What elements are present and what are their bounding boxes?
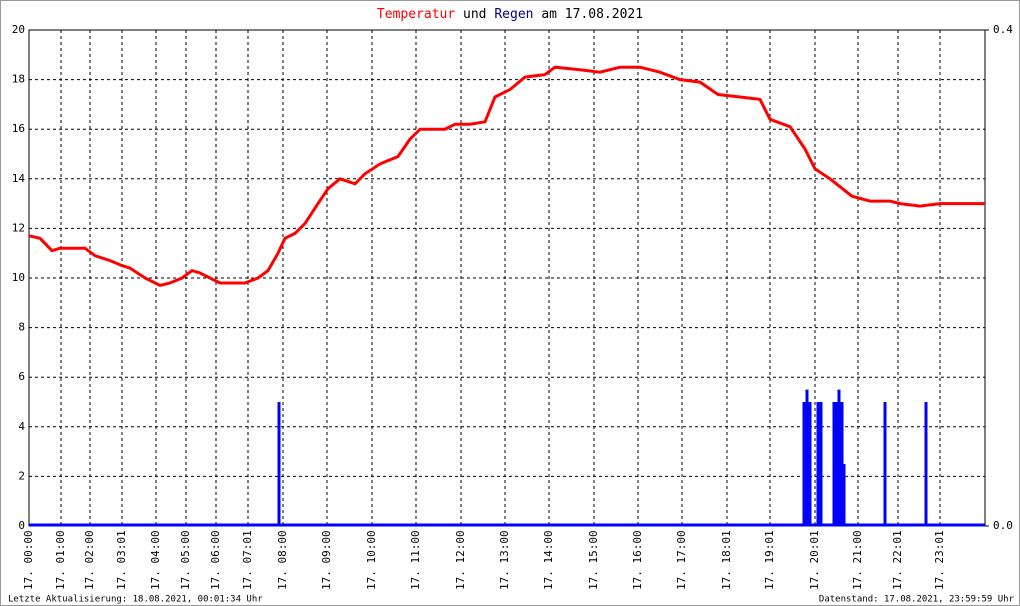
x-tick-label: 17. 15:00 bbox=[587, 530, 600, 590]
x-tick-label: 17. 01:00 bbox=[54, 530, 67, 590]
plot-area bbox=[28, 29, 986, 527]
x-tick-label: 17. 18:01 bbox=[720, 530, 733, 590]
x-tick-label: 17. 04:00 bbox=[149, 530, 162, 590]
x-tick-label: 17. 10:00 bbox=[365, 530, 378, 590]
x-tick-label: 17. 12:00 bbox=[454, 530, 467, 590]
footer-right: Datenstand: 17.08.2021, 23:59:59 Uhr bbox=[819, 595, 1015, 605]
rain-bar bbox=[883, 402, 887, 526]
rain-bar bbox=[924, 402, 928, 526]
title-suffix: am 17.08.2021 bbox=[541, 7, 643, 22]
x-tick-label: 17. 05:00 bbox=[179, 530, 192, 590]
chart-title: Temperatur und Regen am 17.08.2021 bbox=[377, 7, 643, 22]
x-tick-label: 17. 23:01 bbox=[933, 530, 946, 590]
rain-bar bbox=[832, 402, 836, 526]
rain-bar bbox=[277, 402, 281, 526]
x-tick-label: 17. 11:00 bbox=[409, 530, 422, 590]
rain-bar bbox=[805, 389, 809, 526]
x-tick-label: 17. 17:00 bbox=[675, 530, 688, 590]
rain-bar bbox=[819, 402, 823, 526]
title-series-1: Temperatur bbox=[377, 7, 455, 22]
y2-tick-label: 0.0 bbox=[993, 519, 1013, 532]
x-tick-label: 17. 06:00 bbox=[209, 530, 222, 590]
x-tick-label: 17. 02:00 bbox=[83, 530, 96, 590]
rain-bar bbox=[842, 464, 846, 526]
x-tick-label: 17. 20:01 bbox=[808, 530, 821, 590]
y-tick-label: 16 bbox=[12, 122, 25, 135]
rain-bar bbox=[835, 402, 839, 526]
y-tick-label: 20 bbox=[12, 23, 25, 36]
y-tick-label: 18 bbox=[12, 73, 25, 86]
x-tick-label: 17. 21:00 bbox=[851, 530, 864, 590]
x-tick-label: 17. 22:01 bbox=[891, 530, 904, 590]
rain-bar bbox=[808, 402, 812, 526]
title-joiner: und bbox=[463, 7, 486, 22]
y-tick-label: 0 bbox=[18, 519, 25, 532]
x-tick-label: 17. 07:01 bbox=[241, 530, 254, 590]
y-tick-label: 12 bbox=[12, 221, 25, 234]
x-tick-label: 17. 00:00 bbox=[22, 530, 35, 590]
x-tick-label: 17. 09:00 bbox=[320, 530, 333, 590]
footer-left: Letzte Aktualisierung: 18.08.2021, 00:01… bbox=[8, 595, 263, 605]
temperature-line bbox=[28, 65, 985, 287]
x-tick-label: 17. 19:01 bbox=[763, 530, 776, 590]
rain-bar bbox=[816, 402, 820, 526]
rain-bar bbox=[837, 389, 841, 526]
x-tick-label: 17. 14:00 bbox=[542, 530, 555, 590]
x-tick-label: 17. 03:01 bbox=[115, 530, 128, 590]
y-tick-label: 2 bbox=[18, 469, 25, 482]
y-tick-label: 8 bbox=[18, 321, 25, 334]
title-series-2: Regen bbox=[494, 7, 533, 22]
x-tick-label: 17. 08:00 bbox=[276, 530, 289, 590]
rain-bar bbox=[802, 402, 806, 526]
y2-tick-label: 0.4 bbox=[993, 23, 1013, 36]
y-tick-label: 4 bbox=[18, 420, 25, 433]
y-tick-label: 14 bbox=[12, 172, 26, 185]
y-tick-label: 6 bbox=[18, 370, 25, 383]
x-tick-label: 17. 16:00 bbox=[631, 530, 644, 590]
y-tick-label: 10 bbox=[12, 271, 25, 284]
rain-bar bbox=[840, 402, 844, 526]
x-tick-label: 17. 13:00 bbox=[498, 530, 511, 590]
